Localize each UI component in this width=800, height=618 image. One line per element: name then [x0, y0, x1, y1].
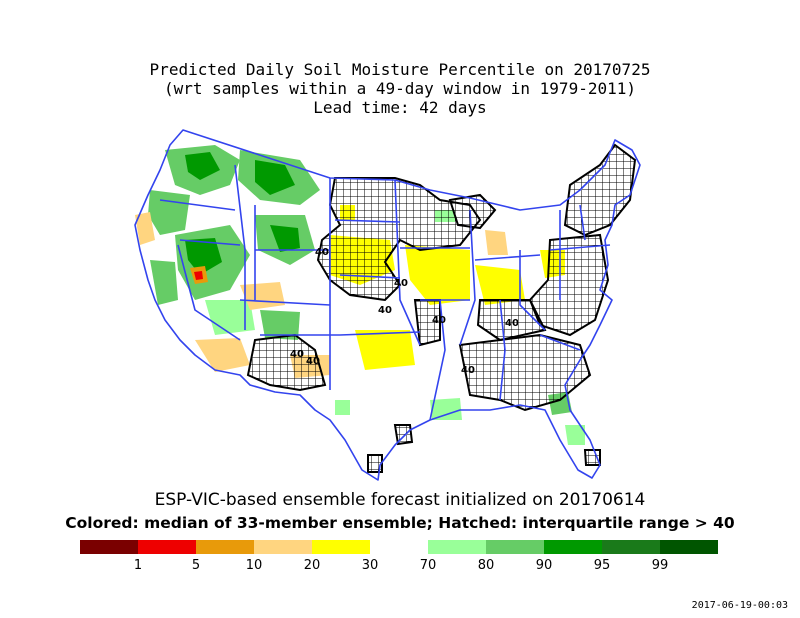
hatch-area-gulf-coast [367, 454, 383, 473]
wet-patch [150, 260, 178, 305]
dry-patch [194, 271, 203, 280]
legend-swatch [370, 540, 428, 554]
legend-swatch [428, 540, 486, 554]
hatch-area-southeast [458, 333, 592, 412]
wet-patch [335, 400, 350, 415]
legend-label: 99 [652, 558, 669, 573]
boundary-line [159, 164, 611, 421]
hatch-area-four-corners [246, 333, 327, 392]
legend-label: 1 [134, 558, 142, 573]
title-line-1: Predicted Daily Soil Moisture Percentile… [149, 60, 651, 79]
dry-patch [475, 265, 525, 305]
title-line-3: Lead time: 42 days [313, 98, 487, 117]
legend-label: 90 [536, 558, 553, 573]
contour-labels: 40 40 40 40 40 40 40 40 [290, 247, 519, 376]
legend-label: 70 [420, 558, 437, 573]
hatched-regions [246, 143, 637, 473]
wet-patch [185, 238, 222, 275]
hatch-area-northeast [563, 143, 637, 237]
legend-swatch [602, 540, 660, 554]
hatch-area-ohio-valley [476, 299, 547, 342]
contour-label: 40 [378, 305, 392, 316]
dry-patch [355, 330, 415, 370]
legend-swatch [196, 540, 254, 554]
hatch-area-east-texas [393, 424, 414, 446]
legend-swatch [486, 540, 544, 554]
dry-patch [405, 245, 470, 305]
hatch-area-great-lakes [448, 193, 497, 230]
legend-label: 10 [246, 558, 263, 573]
legend-label: 80 [478, 558, 495, 573]
hatch-area-upper-midwest [316, 177, 482, 302]
forecast-subtitle: ESP-VIC-based ensemble forecast initiali… [154, 490, 646, 510]
contour-label: 40 [290, 349, 304, 360]
wet-patch [260, 310, 300, 340]
dry-patch [195, 338, 250, 372]
wet-patch [270, 225, 300, 252]
state-boundaries [134, 129, 641, 481]
contour-label: 40 [394, 278, 408, 289]
wet-patch [205, 300, 255, 335]
wet-patch [185, 152, 220, 180]
dry-patch [485, 230, 508, 255]
wet-patch [148, 190, 190, 235]
legend-swatch [312, 540, 370, 554]
us-outline [134, 129, 641, 481]
legend-swatch [544, 540, 602, 554]
legend-swatch [80, 540, 138, 554]
contour-label: 40 [461, 365, 475, 376]
contour-label: 40 [432, 315, 446, 326]
map-title: Predicted Daily Soil Moisture Percentile… [0, 60, 800, 117]
title-line-2: (wrt samples within a 49-day window in 1… [163, 79, 636, 98]
legend-label: 30 [362, 558, 379, 573]
legend-label: 95 [594, 558, 611, 573]
moisture-shading [135, 145, 585, 445]
contour-label: 40 [315, 247, 329, 258]
wet-patch [430, 398, 462, 420]
contour-label: 40 [306, 356, 320, 367]
legend-swatch [660, 540, 718, 554]
legend-swatch [138, 540, 196, 554]
legend-swatch [254, 540, 312, 554]
hatch-area-mid-atlantic [528, 233, 610, 337]
legend-label: 20 [304, 558, 321, 573]
dry-patch [135, 212, 155, 245]
timestamp: 2017-06-19-00:03 [691, 600, 788, 611]
legend-description: Colored: median of 33-member ensemble; H… [65, 514, 735, 532]
dry-patch [240, 282, 285, 310]
legend-label: 5 [192, 558, 200, 573]
contour-label: 40 [505, 318, 519, 329]
wet-patch [565, 425, 585, 445]
wet-patch [255, 160, 295, 195]
